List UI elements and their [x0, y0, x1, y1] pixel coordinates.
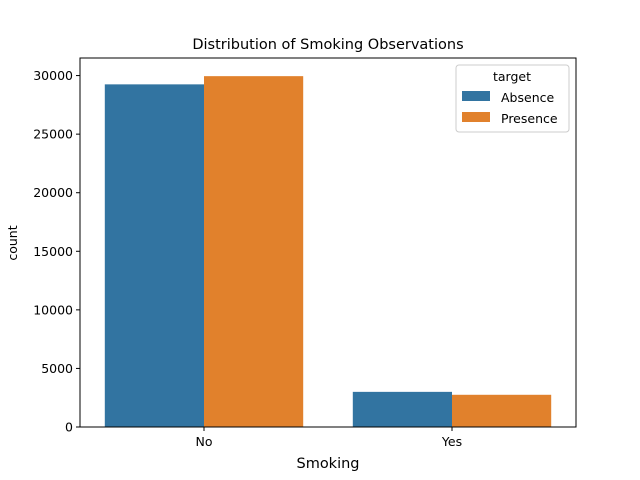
bar-presence-no	[204, 76, 304, 428]
y-tick-label: 25000	[33, 127, 73, 142]
y-axis: 0 5000 10000 15000 20000 25000 30000	[33, 68, 80, 435]
legend-label-absence: Absence	[501, 90, 554, 105]
legend-label-presence: Presence	[501, 111, 558, 126]
y-tick-label: 5000	[41, 361, 73, 376]
y-tick-label: 30000	[33, 68, 73, 83]
x-axis: No Yes	[196, 427, 462, 449]
legend-swatch-absence	[462, 91, 490, 101]
legend-swatch-presence	[462, 112, 490, 122]
bars-group	[104, 76, 552, 428]
x-axis-label: Smoking	[296, 456, 359, 472]
y-tick-label: 15000	[33, 244, 73, 259]
y-tick-label: 0	[65, 420, 73, 435]
x-tick-label: Yes	[441, 434, 462, 449]
legend: target Absence Presence	[455, 64, 570, 133]
bar-absence-no	[104, 84, 204, 427]
y-axis-label: count	[5, 225, 20, 260]
y-tick-label: 10000	[33, 302, 73, 317]
y-tick-label: 20000	[33, 185, 73, 200]
chart-title: Distribution of Smoking Observations	[192, 37, 463, 53]
x-tick-label: No	[196, 434, 213, 449]
bar-absence-yes	[352, 391, 452, 427]
legend-title: target	[493, 69, 531, 84]
bar-presence-yes	[452, 394, 552, 427]
plot-frame	[79, 57, 577, 428]
